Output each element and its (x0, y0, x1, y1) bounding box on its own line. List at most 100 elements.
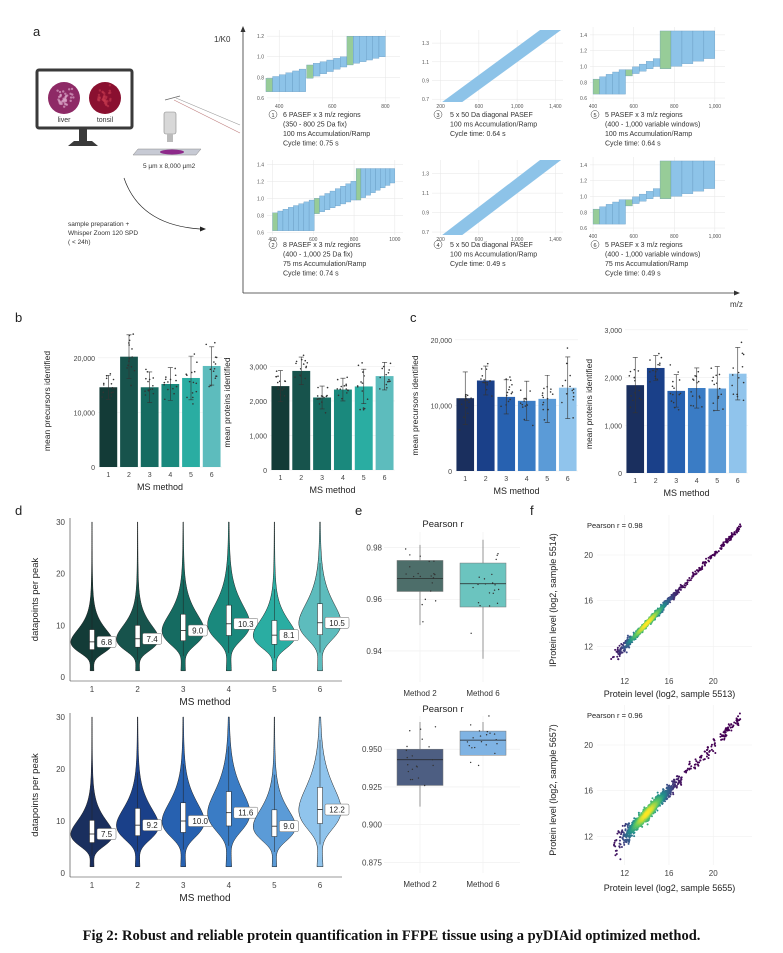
protein-point (619, 843, 622, 846)
replicate-point (508, 386, 511, 388)
scheme-description: 8 PASEF x 3 m/z regions (283, 242, 361, 249)
replicate-point (173, 392, 175, 395)
protein-point (729, 726, 732, 729)
y-tick-label: 1.0 (257, 55, 264, 61)
scheme-description: (400 - 1,000 variable windows) (605, 122, 700, 129)
replicate-point (283, 395, 286, 397)
protein-point (712, 738, 715, 741)
x-tick-label: 6 (736, 478, 740, 485)
window-scheme-6: 400 600 800 1,000 0.6 0.8 1.0 1.2 1.4 6 5 PASEF x … (580, 157, 725, 278)
replicate-point (710, 367, 713, 369)
bar-method-4 (161, 383, 180, 467)
replicate-point (718, 373, 721, 376)
replicate-point (670, 400, 673, 402)
y-tick-label: 2,000 (604, 376, 622, 383)
x-tick-label: 5 (715, 478, 719, 485)
replicate-point (336, 388, 339, 390)
replicate-point (361, 382, 364, 384)
replicate-point (731, 374, 734, 376)
replicate-point (409, 778, 412, 781)
replicate-point (406, 756, 408, 759)
replicate-point (526, 403, 528, 406)
x-tick-label: 16 (665, 677, 674, 686)
protein-point (618, 831, 621, 834)
replicate-point (649, 381, 651, 383)
replicate-point (433, 573, 435, 575)
protein-point (669, 601, 672, 604)
error-bar (632, 357, 638, 414)
bar-method-2 (476, 380, 495, 471)
replicate-point (294, 376, 296, 378)
box (271, 620, 278, 645)
protein-point (619, 650, 622, 653)
isolation-window (605, 204, 613, 225)
pearson-annotation: Pearson r = 0.96 (587, 711, 643, 720)
y-tick-label: 0.925 (362, 783, 383, 792)
error-bar (298, 356, 304, 386)
replicate-point (692, 405, 695, 407)
y-tick-label: 0.7 (422, 230, 429, 236)
x-tick-label: 1 (633, 478, 637, 485)
first-window (625, 69, 633, 77)
median-label: 6.8 (101, 638, 113, 647)
replicate-point (316, 395, 319, 397)
replicate-point (105, 374, 108, 377)
x-axis-title: MS method (179, 697, 230, 708)
replicate-point (299, 367, 302, 370)
replicate-point (740, 341, 743, 344)
replicate-point (379, 388, 381, 390)
bar-method-5 (538, 398, 557, 471)
isolation-window (385, 168, 391, 186)
replicate-point (386, 380, 389, 383)
y-tick-label: 0 (61, 673, 66, 682)
protein-point (705, 557, 708, 560)
replicate-point (419, 575, 421, 578)
replicate-point (572, 417, 574, 419)
x-tick-label: 800 (670, 104, 679, 110)
replicate-point (629, 370, 632, 373)
y-tick-label: 0.6 (257, 230, 264, 236)
scheme-description: 5 PASEF x 3 m/z regions (605, 242, 683, 249)
replicate-point (190, 371, 193, 374)
replicate-point (485, 734, 488, 736)
median-label-box (187, 624, 208, 637)
protein-point (685, 771, 688, 774)
replicate-point (479, 604, 481, 607)
replicate-point (428, 560, 430, 563)
diagonal-window-band (442, 160, 562, 235)
replicate-point (493, 733, 496, 735)
replicate-point (381, 367, 384, 370)
replicate-point (185, 373, 188, 376)
replicate-point (275, 375, 277, 378)
replicate-point (318, 403, 321, 405)
tonsil-label: tonsil (97, 117, 114, 124)
scheme-description: 5 x 50 Da diagonal PASEF (450, 112, 533, 119)
replicate-point (306, 361, 309, 364)
isolation-window (313, 63, 321, 77)
median-label-box (233, 806, 259, 819)
replicate-point (696, 381, 698, 384)
median-label: 10.3 (238, 620, 254, 629)
replicate-point (640, 398, 642, 401)
replicate-point (320, 395, 323, 397)
replicate-point (713, 409, 715, 412)
replicate-point (326, 386, 329, 389)
x-tick-label: 1,000 (709, 234, 722, 240)
scheme-description: Cycle time: 0.64 s (450, 131, 506, 138)
x-tick-label: 400 (589, 234, 598, 240)
y-tick-label: 0.9 (422, 211, 429, 217)
window-scheme-5: 400 600 800 1,000 0.6 0.8 1.0 1.2 1.4 5 5 PASEF x … (580, 27, 725, 148)
x-tick-label: 600 (629, 104, 638, 110)
y-tick-label: 1.1 (422, 60, 429, 66)
protein-point (625, 651, 628, 654)
replicate-point (652, 369, 654, 372)
replicate-point (415, 765, 418, 767)
x-axis-title: Protein level (log2, sample 5513) (604, 689, 736, 699)
replicate-point (388, 378, 390, 381)
protein-point (679, 782, 682, 785)
replicate-point (385, 383, 388, 386)
replicate-point (133, 369, 136, 372)
replicate-point (389, 362, 392, 365)
replicate-point (478, 730, 481, 732)
x-tick-label: 1000 (389, 237, 400, 243)
